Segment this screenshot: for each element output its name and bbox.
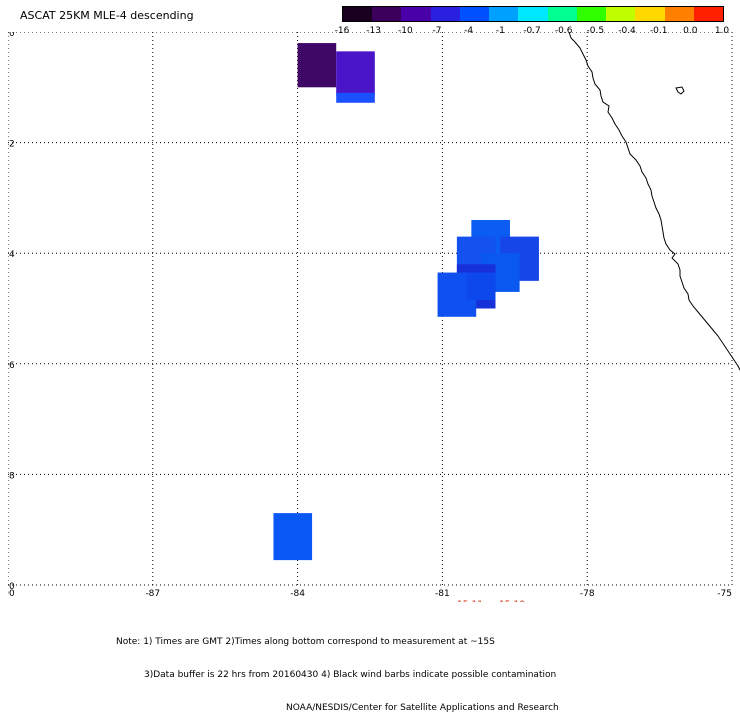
colorbar-label: 1.0 [714,26,730,36]
colorbar-label: -16 [334,26,350,36]
y-axis-ticks: -10 -12 -14 -16 -18 -20 [8,32,15,592]
wind-cell [273,513,313,561]
colorbar-label: -0.4 [618,26,636,36]
note-line-1: Note: 1) Times are GMT 2)Times along bot… [116,637,495,647]
y-tick-label: -20 [8,582,15,592]
x-tick-label: -78 [580,589,595,599]
colorbar-label: -7 [432,26,442,36]
x-tick-label: -75 [717,589,732,599]
colorbar-segment [372,7,402,21]
y-tick-label: -16 [8,361,15,371]
colorbar-segment [547,7,577,21]
colorbar-label: -13 [366,26,382,36]
wind-cell [336,51,375,96]
colorbar-segment [459,7,490,21]
wind-cell [336,92,375,103]
colorbar-label: -0.5 [586,26,605,36]
wind-cell [297,43,337,88]
colorbar-label: -0.7 [523,26,541,36]
colorbar-label: -4 [464,26,474,36]
y-tick-label: -10 [8,32,15,39]
peru-coastline [568,32,740,371]
colorbar-segment [518,7,548,21]
colorbar-segment [606,7,636,21]
time-label: 15:11 [457,600,483,602]
coastal-island [675,86,685,95]
colorbar-segment [576,7,607,21]
colorbar-label: 0.0 [683,26,698,36]
colorbar-segment [664,7,694,21]
colorbar-segment [343,7,373,21]
x-tick-label: -84 [290,589,305,599]
colorbar-label: -10 [397,26,413,36]
x-tick-label: -81 [435,589,450,599]
footnotes: Note: 1) Times are GMT 2)Times along bot… [116,615,559,725]
coastline [568,32,740,371]
y-tick-label: -12 [8,140,15,150]
map-plot: -90 -87 -84 -81 -78 -75 -10 -12 -14 -16 -18 -20 15… [8,32,740,602]
y-tick-label: -18 [8,471,15,481]
colorbar-labels: -16 -13 -10 -7 -4 -1 -0.7 -0.6 -0.5 -0.4 -0.1 0.0 1.… [335,26,730,38]
time-label: 15:10 [499,600,525,602]
colorbar [342,6,724,22]
colorbar-segment [635,7,665,21]
colorbar-label: -0.6 [554,26,573,36]
colorbar-segment [489,7,519,21]
colorbar-segment [693,7,724,21]
colorbar-segment [430,7,460,21]
x-tick-label: -90 [8,589,15,599]
y-tick-label: -14 [8,250,15,260]
wind-data-cells [273,43,539,561]
time-labels: 15:11 15:10 [457,600,525,602]
colorbar-label: -1 [495,26,505,36]
note-line-3: NOAA/NESDIS/Center for Satellite Applica… [286,703,559,713]
wind-cell [466,272,496,301]
x-axis-ticks: -90 -87 -84 -81 -78 -75 [8,589,732,599]
graticule [8,32,733,586]
x-tick-label: -87 [145,589,160,599]
note-line-2: 3)Data buffer is 22 hrs from 20160430 4)… [144,670,557,680]
map-title: ASCAT 25KM MLE-4 descending [20,9,194,22]
colorbar-label: -0.1 [649,26,668,36]
colorbar-segment [401,7,431,21]
